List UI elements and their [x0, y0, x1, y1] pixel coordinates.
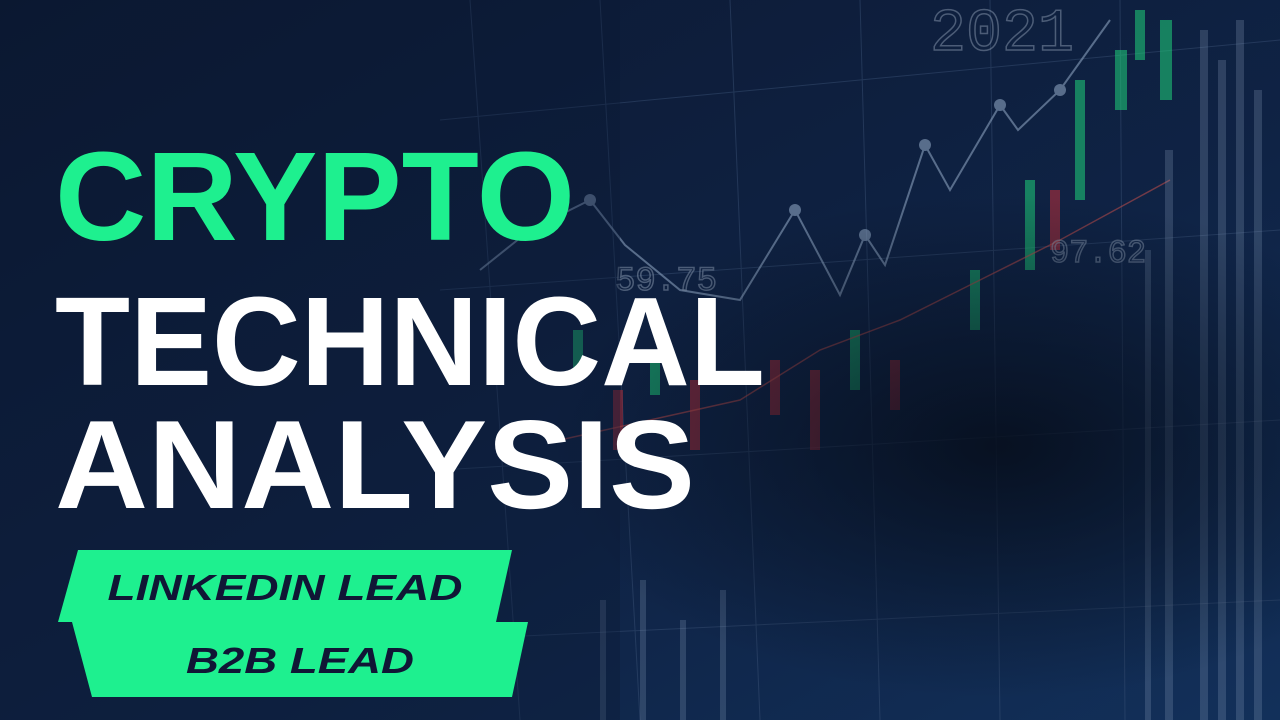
headline-analysis: ANALYSIS: [55, 394, 695, 535]
headline-technical: TECHNICAL: [55, 271, 765, 412]
banner-text: B2B LEAD: [186, 640, 414, 681]
banner-shape: [72, 622, 528, 697]
banner-shape: [58, 550, 512, 622]
banner-text: LINKEDIN LEAD: [108, 567, 463, 608]
headline-crypto: CRYPTO: [55, 126, 575, 267]
